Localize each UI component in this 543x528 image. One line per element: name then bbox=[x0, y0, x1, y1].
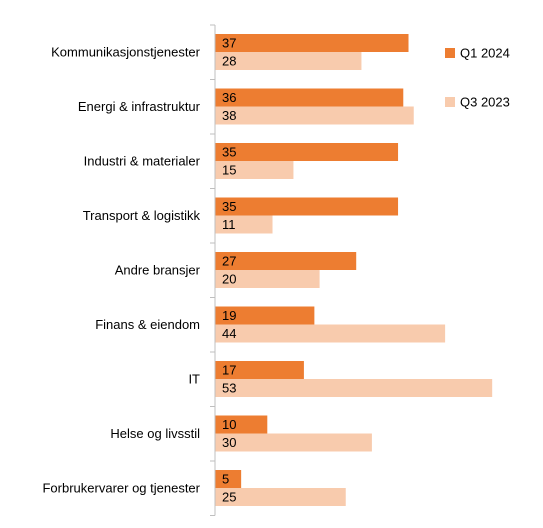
bar bbox=[215, 34, 409, 52]
value-label: 30 bbox=[222, 435, 236, 450]
y-tick-label: Finans & eiendom bbox=[95, 317, 200, 332]
value-label: 44 bbox=[222, 326, 236, 341]
value-label: 10 bbox=[222, 417, 236, 432]
value-label: 28 bbox=[222, 53, 236, 68]
bar bbox=[215, 433, 372, 452]
y-tick-label: IT bbox=[188, 371, 200, 386]
value-label: 15 bbox=[222, 162, 236, 177]
value-label: 11 bbox=[222, 217, 236, 232]
bar bbox=[215, 270, 320, 288]
value-label: 37 bbox=[222, 35, 236, 50]
value-label: 36 bbox=[222, 90, 236, 105]
y-tick-label: Helse og livsstil bbox=[110, 426, 200, 441]
bar bbox=[215, 488, 346, 506]
bar bbox=[215, 106, 414, 125]
legend-label: Q3 2023 bbox=[460, 94, 510, 109]
bar bbox=[215, 197, 399, 216]
value-label: 19 bbox=[222, 308, 236, 323]
bar bbox=[215, 415, 268, 434]
value-label: 17 bbox=[222, 362, 236, 377]
bar bbox=[215, 88, 404, 107]
bar bbox=[215, 324, 446, 343]
y-tick-label: Forbrukervarer og tjenester bbox=[42, 480, 200, 495]
y-tick-label: Transport & logistikk bbox=[83, 208, 201, 223]
bar bbox=[215, 361, 304, 379]
y-tick-label: Kommunikasjonstjenester bbox=[51, 44, 201, 59]
bar bbox=[215, 143, 399, 161]
legend-label: Q1 2024 bbox=[460, 45, 510, 60]
y-tick-label: Energi & infrastruktur bbox=[78, 99, 201, 114]
bar bbox=[215, 215, 273, 234]
legend-swatch bbox=[445, 97, 455, 107]
y-tick-label: Industri & materialer bbox=[84, 153, 201, 168]
value-label: 38 bbox=[222, 108, 236, 123]
bar bbox=[215, 470, 242, 488]
bar bbox=[215, 379, 493, 397]
value-label: 35 bbox=[222, 144, 236, 159]
legend-swatch bbox=[445, 48, 455, 58]
bar bbox=[215, 52, 362, 70]
value-label: 53 bbox=[222, 380, 236, 395]
value-label: 35 bbox=[222, 199, 236, 214]
value-label: 27 bbox=[222, 253, 236, 268]
bar bbox=[215, 161, 294, 179]
value-label: 25 bbox=[222, 489, 236, 504]
value-label: 20 bbox=[222, 271, 236, 286]
bar bbox=[215, 252, 357, 270]
value-label: 5 bbox=[222, 471, 229, 486]
y-tick-label: Andre bransjer bbox=[115, 262, 201, 277]
bar bbox=[215, 306, 315, 325]
